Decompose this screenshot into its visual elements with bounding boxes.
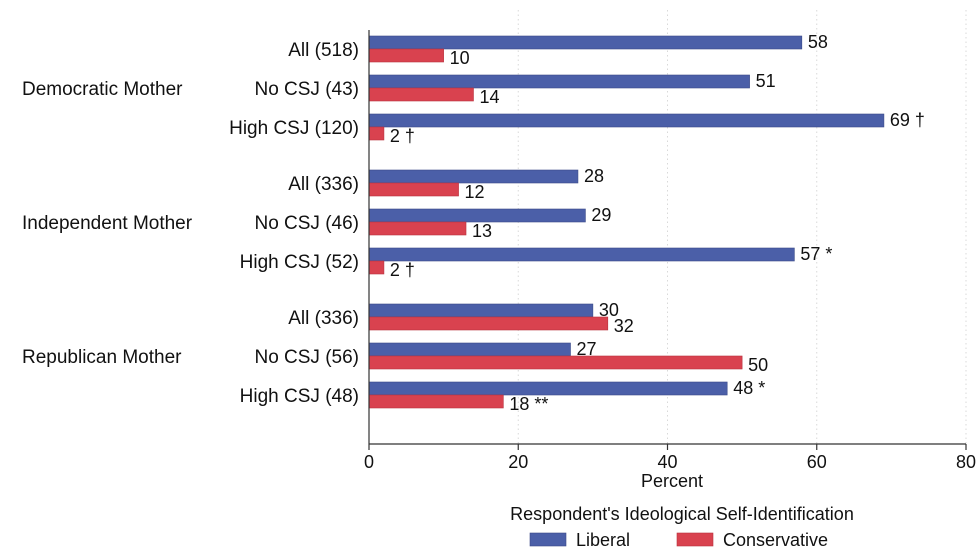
x-tick-label: 20 bbox=[508, 452, 528, 472]
x-axis-label: Percent bbox=[641, 471, 703, 491]
data-label-conservative: 32 bbox=[614, 316, 634, 336]
data-label-liberal: 69 † bbox=[890, 110, 925, 130]
data-label-liberal: 58 bbox=[808, 32, 828, 52]
legend-swatch-liberal bbox=[529, 532, 567, 547]
bars bbox=[368, 35, 885, 409]
data-label-conservative: 18 ** bbox=[509, 394, 548, 414]
row-label: All (336) bbox=[288, 174, 359, 195]
bar-conservative bbox=[368, 126, 385, 141]
data-label-liberal: 48 * bbox=[733, 378, 765, 398]
group-label: Republican Mother bbox=[22, 347, 182, 368]
bar-conservative bbox=[368, 48, 444, 63]
group-label: Independent Mother bbox=[22, 213, 193, 234]
data-label-liberal: 30 bbox=[599, 300, 619, 320]
bar-liberal bbox=[368, 113, 885, 128]
data-label-liberal: 51 bbox=[756, 71, 776, 91]
bar-conservative bbox=[368, 355, 743, 370]
bar-conservative bbox=[368, 221, 467, 236]
legend-title: Respondent's Ideological Self-Identifica… bbox=[510, 504, 854, 524]
legend-swatch-conservative bbox=[676, 532, 714, 547]
data-label-liberal: 57 * bbox=[800, 244, 832, 264]
data-label-conservative: 2 † bbox=[390, 260, 415, 280]
bar-liberal bbox=[368, 35, 803, 50]
data-label-liberal: 27 bbox=[576, 339, 596, 359]
bar-liberal bbox=[368, 303, 594, 318]
x-axis: 0 20 40 60 80 Percent bbox=[364, 30, 976, 491]
group-label: Democratic Mother bbox=[22, 79, 183, 100]
bar-conservative bbox=[368, 87, 474, 102]
legend: Respondent's Ideological Self-Identifica… bbox=[510, 504, 854, 550]
row-label: No CSJ (56) bbox=[254, 347, 359, 368]
bar-conservative bbox=[368, 316, 609, 331]
bar-conservative bbox=[368, 182, 459, 197]
bar-liberal bbox=[368, 247, 795, 262]
row-label: High CSJ (120) bbox=[229, 118, 359, 139]
row-label: No CSJ (43) bbox=[254, 79, 359, 100]
x-tick-label: 0 bbox=[364, 452, 374, 472]
data-label-conservative: 12 bbox=[465, 182, 485, 202]
bar-conservative bbox=[368, 260, 385, 275]
legend-label-conservative: Conservative bbox=[723, 530, 828, 550]
bar-conservative bbox=[368, 394, 504, 409]
bar-liberal bbox=[368, 74, 750, 89]
legend-label-liberal: Liberal bbox=[576, 530, 630, 550]
row-label: High CSJ (48) bbox=[240, 386, 359, 407]
x-tick-label: 40 bbox=[657, 452, 677, 472]
x-tick-label: 60 bbox=[807, 452, 827, 472]
x-tick-label: 80 bbox=[956, 452, 976, 472]
labels: Democratic Mother All (518) 58 10 No CSJ (43… bbox=[22, 32, 925, 414]
data-label-liberal: 28 bbox=[584, 166, 604, 186]
data-label-conservative: 2 † bbox=[390, 126, 415, 146]
row-label: No CSJ (46) bbox=[254, 213, 359, 234]
data-label-conservative: 14 bbox=[479, 87, 499, 107]
data-label-conservative: 50 bbox=[748, 355, 768, 375]
data-label-liberal: 29 bbox=[591, 205, 611, 225]
bar-liberal bbox=[368, 342, 571, 357]
data-label-conservative: 13 bbox=[472, 221, 492, 241]
data-label-conservative: 10 bbox=[450, 48, 470, 68]
row-label: All (518) bbox=[288, 40, 359, 61]
row-label: All (336) bbox=[288, 308, 359, 329]
row-label: High CSJ (52) bbox=[240, 252, 359, 273]
